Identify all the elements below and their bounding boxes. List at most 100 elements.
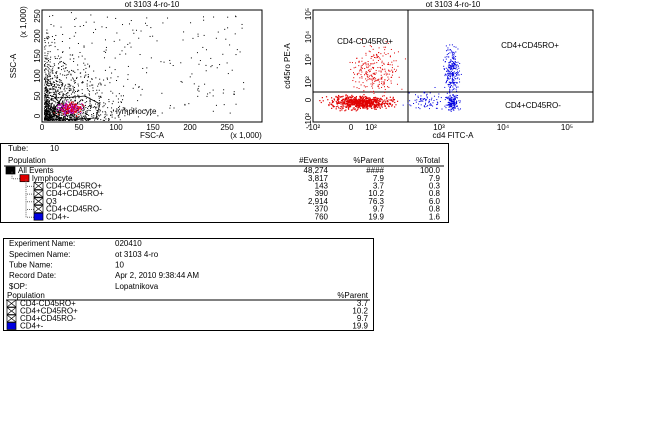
event-dot: [387, 62, 389, 64]
axis-label: SSC-A: [9, 53, 18, 78]
event-dot: [81, 119, 83, 121]
event-dot: [64, 85, 66, 87]
event-dot: [61, 97, 63, 99]
event-dot: [83, 62, 85, 64]
event-dot: [379, 98, 381, 101]
event-dot: [414, 94, 416, 96]
event-dot: [73, 35, 75, 37]
event-dot: [338, 94, 340, 97]
event-dot: [365, 73, 367, 75]
event-dot: [108, 118, 110, 120]
event-dot: [52, 116, 54, 118]
event-dot: [79, 107, 81, 109]
event-dot: [53, 104, 55, 106]
population-name: CD4+CD45RO+: [20, 307, 78, 316]
event-dot: [360, 100, 362, 102]
event-dot: [64, 104, 67, 106]
event-dot: [392, 96, 394, 98]
event-dot: [61, 91, 63, 93]
event-dot: [77, 64, 79, 66]
event-dot: [103, 117, 105, 119]
event-dot: [53, 81, 55, 83]
event-dot: [47, 116, 49, 118]
event-dot: [52, 107, 54, 109]
event-dot: [57, 119, 59, 121]
event-dot: [46, 81, 48, 83]
event-dot: [161, 112, 163, 114]
event-dot: [67, 73, 69, 75]
event-dot: [57, 93, 59, 95]
event-dot: [54, 76, 56, 78]
event-dot: [101, 92, 103, 94]
event-dot: [426, 97, 428, 99]
event-dot: [50, 108, 52, 110]
event-dot: [371, 75, 373, 77]
event-dot: [77, 107, 80, 109]
table-cell: 7.9: [429, 174, 441, 183]
event-dot: [361, 102, 363, 104]
event-dot: [61, 104, 64, 107]
event-dot: [58, 119, 60, 121]
event-dot: [45, 99, 47, 101]
gate-label: lymphocyte: [116, 107, 157, 116]
event-dot: [125, 53, 127, 55]
event-dot: [49, 73, 51, 75]
event-dot: [386, 97, 388, 99]
event-dot: [70, 102, 73, 104]
tree-line: [25, 194, 34, 203]
table-cell: 3,817: [308, 174, 329, 183]
event-dot: [72, 111, 75, 113]
event-dot: [48, 111, 50, 113]
event-dot: [63, 111, 66, 113]
event-dot: [452, 66, 454, 68]
event-dot: [60, 60, 62, 62]
event-dot: [100, 119, 102, 121]
event-dot: [55, 73, 57, 75]
event-dot: [54, 96, 56, 98]
event-dot: [369, 97, 371, 99]
event-dot: [61, 119, 63, 121]
event-dot: [355, 103, 357, 105]
event-dot: [331, 101, 334, 104]
event-dot: [378, 101, 380, 103]
event-dot: [71, 119, 73, 121]
event-dot: [376, 62, 378, 64]
event-dot: [423, 98, 425, 100]
event-dot: [68, 119, 70, 121]
event-dot: [342, 99, 345, 101]
event-dot: [44, 117, 46, 119]
event-dot: [78, 96, 80, 98]
event-dot: [451, 97, 453, 99]
event-dot: [53, 106, 55, 108]
event-dot: [451, 66, 453, 68]
event-dot: [82, 108, 84, 110]
table-cell: 143: [315, 182, 329, 191]
event-dot: [384, 49, 386, 51]
event-dot: [448, 98, 450, 100]
event-dot: [65, 112, 68, 115]
event-dot: [122, 95, 124, 97]
event-dot: [61, 69, 63, 71]
event-dot: [371, 82, 373, 84]
event-dot: [371, 85, 373, 87]
event-dot: [50, 92, 52, 94]
event-dot: [69, 103, 71, 105]
event-dot: [70, 99, 72, 101]
event-dot: [63, 110, 65, 113]
event-dot: [47, 57, 49, 59]
event-dot: [70, 73, 72, 75]
event-dot: [54, 58, 56, 60]
event-dot: [88, 114, 90, 116]
event-dot: [69, 47, 71, 49]
event-dot: [362, 95, 364, 97]
event-dot: [44, 55, 46, 57]
event-dot: [62, 101, 64, 103]
event-dot: [347, 96, 349, 98]
event-dot: [49, 15, 51, 17]
event-dot: [84, 116, 86, 118]
event-dot: [446, 104, 448, 106]
event-dot: [46, 61, 48, 63]
event-dot: [451, 60, 453, 62]
field-label: Specimen Name:: [9, 250, 70, 259]
plot-title: ot 3103 4-ro-10: [125, 0, 180, 9]
